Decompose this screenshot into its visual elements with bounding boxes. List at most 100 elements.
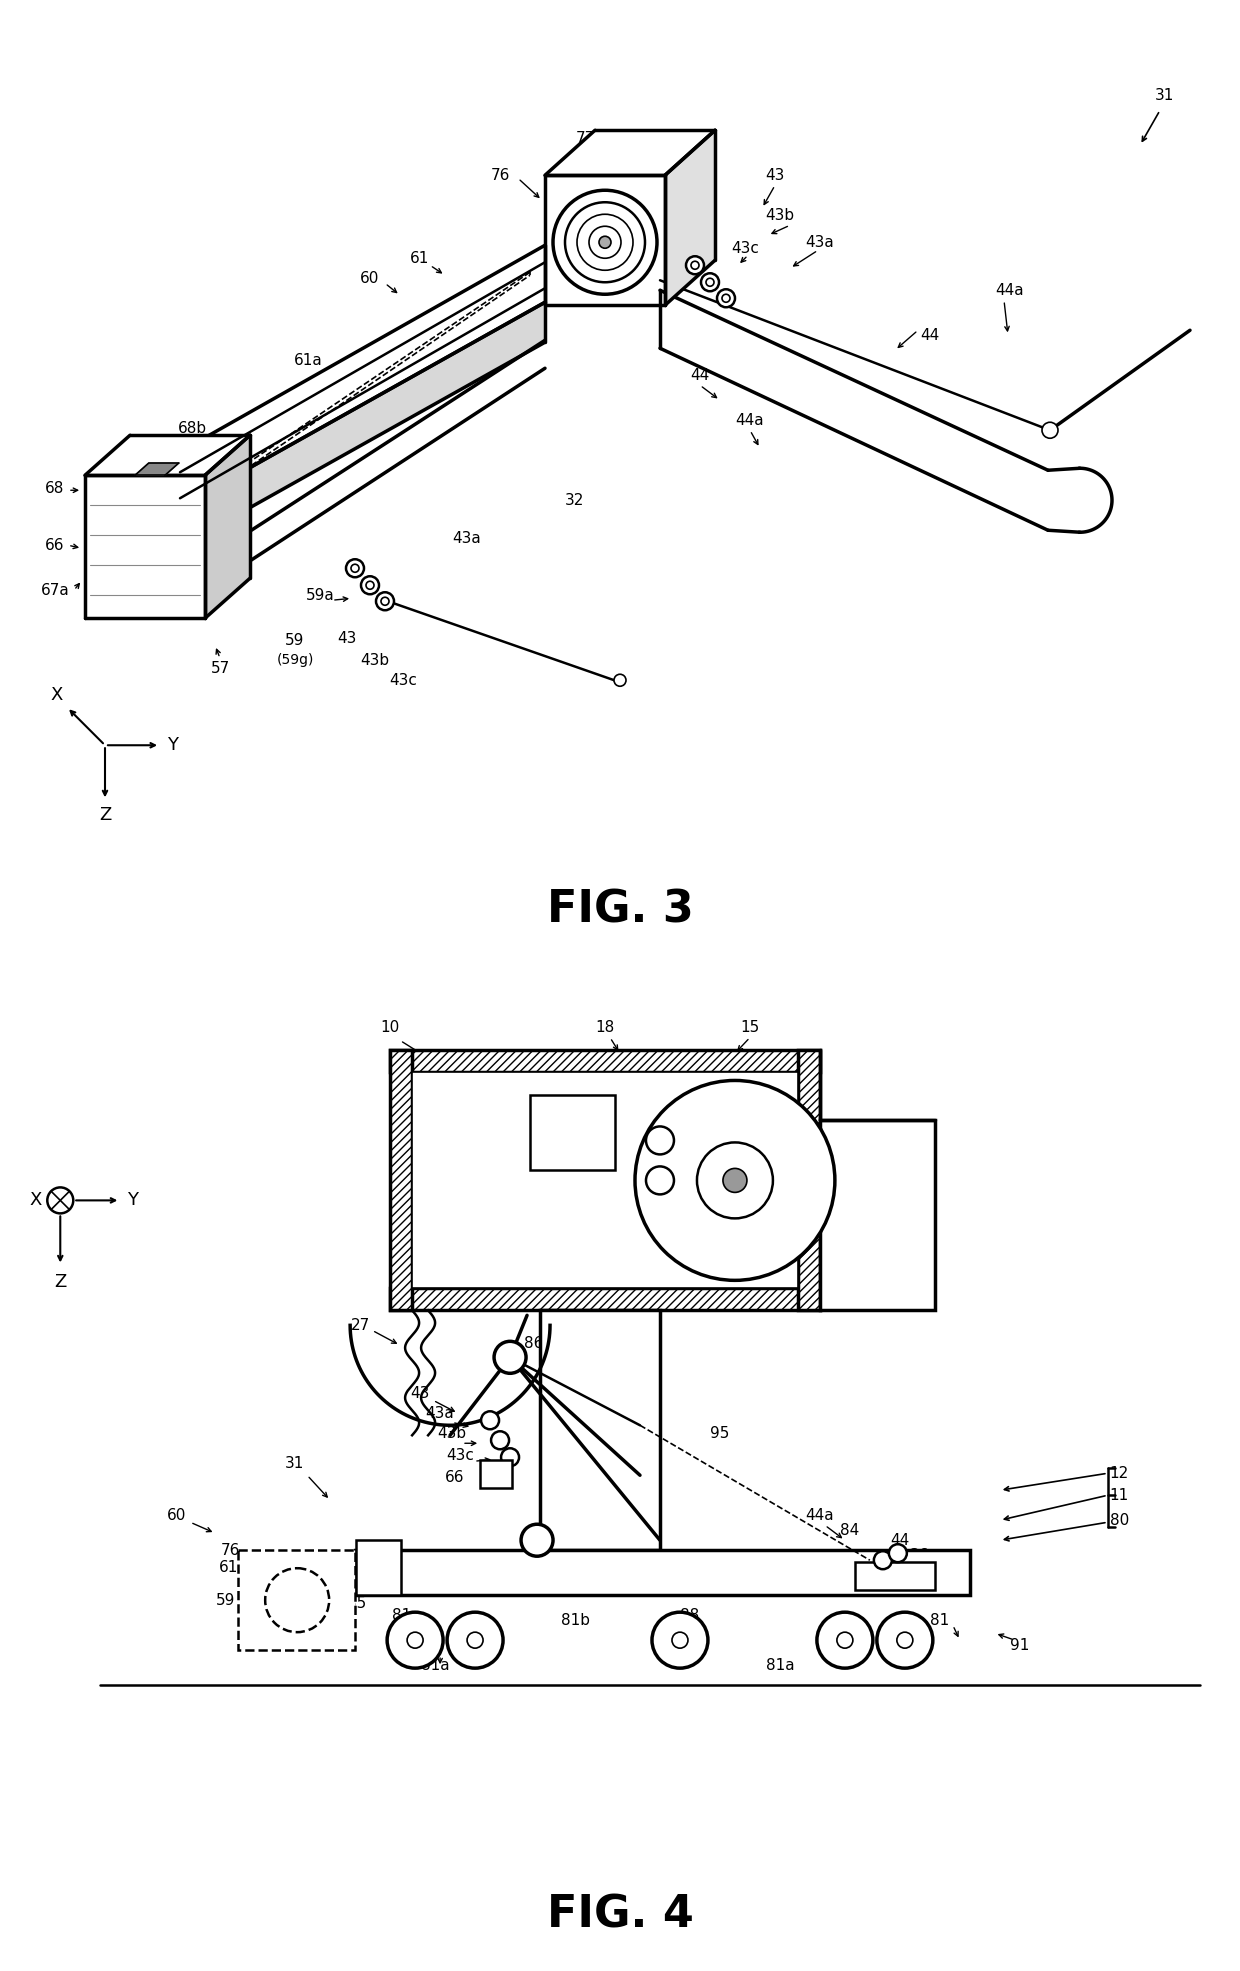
Text: 43: 43: [765, 168, 785, 183]
Text: 13: 13: [398, 1114, 418, 1127]
Circle shape: [599, 237, 611, 248]
Text: 59: 59: [216, 1593, 234, 1608]
Polygon shape: [165, 244, 546, 514]
Text: 81: 81: [393, 1608, 412, 1622]
Text: 43c: 43c: [732, 240, 759, 256]
Circle shape: [691, 262, 699, 270]
Polygon shape: [205, 436, 250, 619]
Circle shape: [521, 1524, 553, 1557]
Circle shape: [701, 274, 719, 292]
Bar: [854, 1563, 935, 1591]
Text: 68: 68: [46, 481, 64, 497]
Polygon shape: [665, 130, 715, 306]
Text: 18: 18: [595, 1019, 615, 1035]
Text: 96: 96: [878, 1575, 898, 1591]
Text: 11: 11: [1110, 1488, 1128, 1502]
Circle shape: [346, 560, 365, 578]
Circle shape: [1042, 422, 1058, 438]
Text: 81: 81: [930, 1612, 950, 1628]
Bar: [238, 1551, 355, 1650]
Circle shape: [491, 1431, 510, 1449]
Text: 67a: 67a: [41, 583, 69, 597]
Circle shape: [265, 1569, 329, 1632]
Bar: [541, 1311, 660, 1551]
Bar: [356, 1539, 401, 1595]
Text: 43a: 43a: [453, 530, 481, 546]
Text: 31: 31: [1156, 89, 1174, 102]
Text: 84: 84: [841, 1524, 859, 1537]
Polygon shape: [86, 475, 205, 619]
Text: X: X: [29, 1190, 41, 1210]
Text: 80: 80: [1110, 1512, 1128, 1528]
Text: 43: 43: [410, 1386, 430, 1401]
Bar: [391, 1289, 820, 1311]
Bar: [529, 1096, 615, 1171]
Circle shape: [407, 1632, 423, 1648]
Circle shape: [897, 1632, 913, 1648]
Text: 66: 66: [445, 1470, 465, 1484]
Text: Y: Y: [126, 1190, 138, 1210]
Text: 43b: 43b: [438, 1425, 466, 1441]
Circle shape: [47, 1187, 73, 1214]
Circle shape: [646, 1127, 675, 1155]
Text: 15: 15: [740, 1019, 760, 1035]
Text: 57: 57: [211, 660, 229, 676]
Bar: [391, 1051, 412, 1311]
Text: 31: 31: [284, 1457, 304, 1470]
Text: Y: Y: [167, 737, 179, 755]
Bar: [412, 1072, 797, 1289]
Circle shape: [366, 581, 374, 589]
Text: 95: 95: [711, 1425, 729, 1441]
Text: 60: 60: [361, 270, 379, 286]
Text: 19: 19: [517, 1189, 537, 1202]
Text: 22: 22: [491, 1202, 510, 1218]
Text: 81a: 81a: [765, 1658, 795, 1673]
Text: FIG. 4: FIG. 4: [547, 1894, 693, 1937]
Circle shape: [467, 1632, 484, 1648]
Text: 32: 32: [590, 1384, 610, 1397]
Text: 43b: 43b: [765, 207, 795, 223]
Text: 27: 27: [351, 1319, 370, 1332]
Text: 43: 43: [337, 631, 357, 646]
Text: 61a: 61a: [294, 353, 322, 369]
Text: 44a: 44a: [996, 282, 1024, 298]
Text: Z: Z: [99, 806, 112, 824]
Text: 32: 32: [565, 493, 585, 509]
Text: 16: 16: [580, 1086, 600, 1102]
Text: 59: 59: [285, 633, 305, 648]
Circle shape: [614, 674, 626, 686]
Circle shape: [686, 256, 704, 274]
Text: 44a: 44a: [806, 1508, 835, 1524]
Text: 81a: 81a: [420, 1658, 449, 1673]
Circle shape: [697, 1143, 773, 1218]
Circle shape: [652, 1612, 708, 1667]
Text: 81b: 81b: [560, 1612, 589, 1628]
Text: 17: 17: [650, 1123, 670, 1137]
Text: 61: 61: [410, 250, 430, 266]
Bar: [820, 1120, 935, 1311]
Text: 76: 76: [221, 1543, 239, 1557]
Polygon shape: [135, 463, 179, 475]
Polygon shape: [165, 302, 546, 556]
Circle shape: [717, 290, 735, 307]
Text: 76: 76: [490, 168, 510, 183]
Circle shape: [387, 1612, 443, 1667]
Text: 12: 12: [1110, 1466, 1128, 1480]
Circle shape: [448, 1612, 503, 1667]
Text: 43c: 43c: [389, 672, 417, 688]
Text: FIG. 3: FIG. 3: [547, 889, 693, 932]
Circle shape: [837, 1632, 853, 1648]
Text: 61: 61: [218, 1559, 238, 1575]
Text: 91: 91: [1011, 1638, 1029, 1652]
Text: 88: 88: [681, 1608, 699, 1622]
Circle shape: [646, 1167, 675, 1194]
Bar: [391, 1051, 820, 1072]
Circle shape: [817, 1612, 873, 1667]
Text: 66: 66: [45, 538, 64, 552]
Text: 57: 57: [250, 1618, 270, 1632]
Bar: [797, 1051, 820, 1311]
Text: 59a: 59a: [305, 587, 335, 603]
Polygon shape: [86, 436, 250, 475]
Text: 36: 36: [910, 1547, 930, 1563]
Circle shape: [889, 1543, 906, 1563]
